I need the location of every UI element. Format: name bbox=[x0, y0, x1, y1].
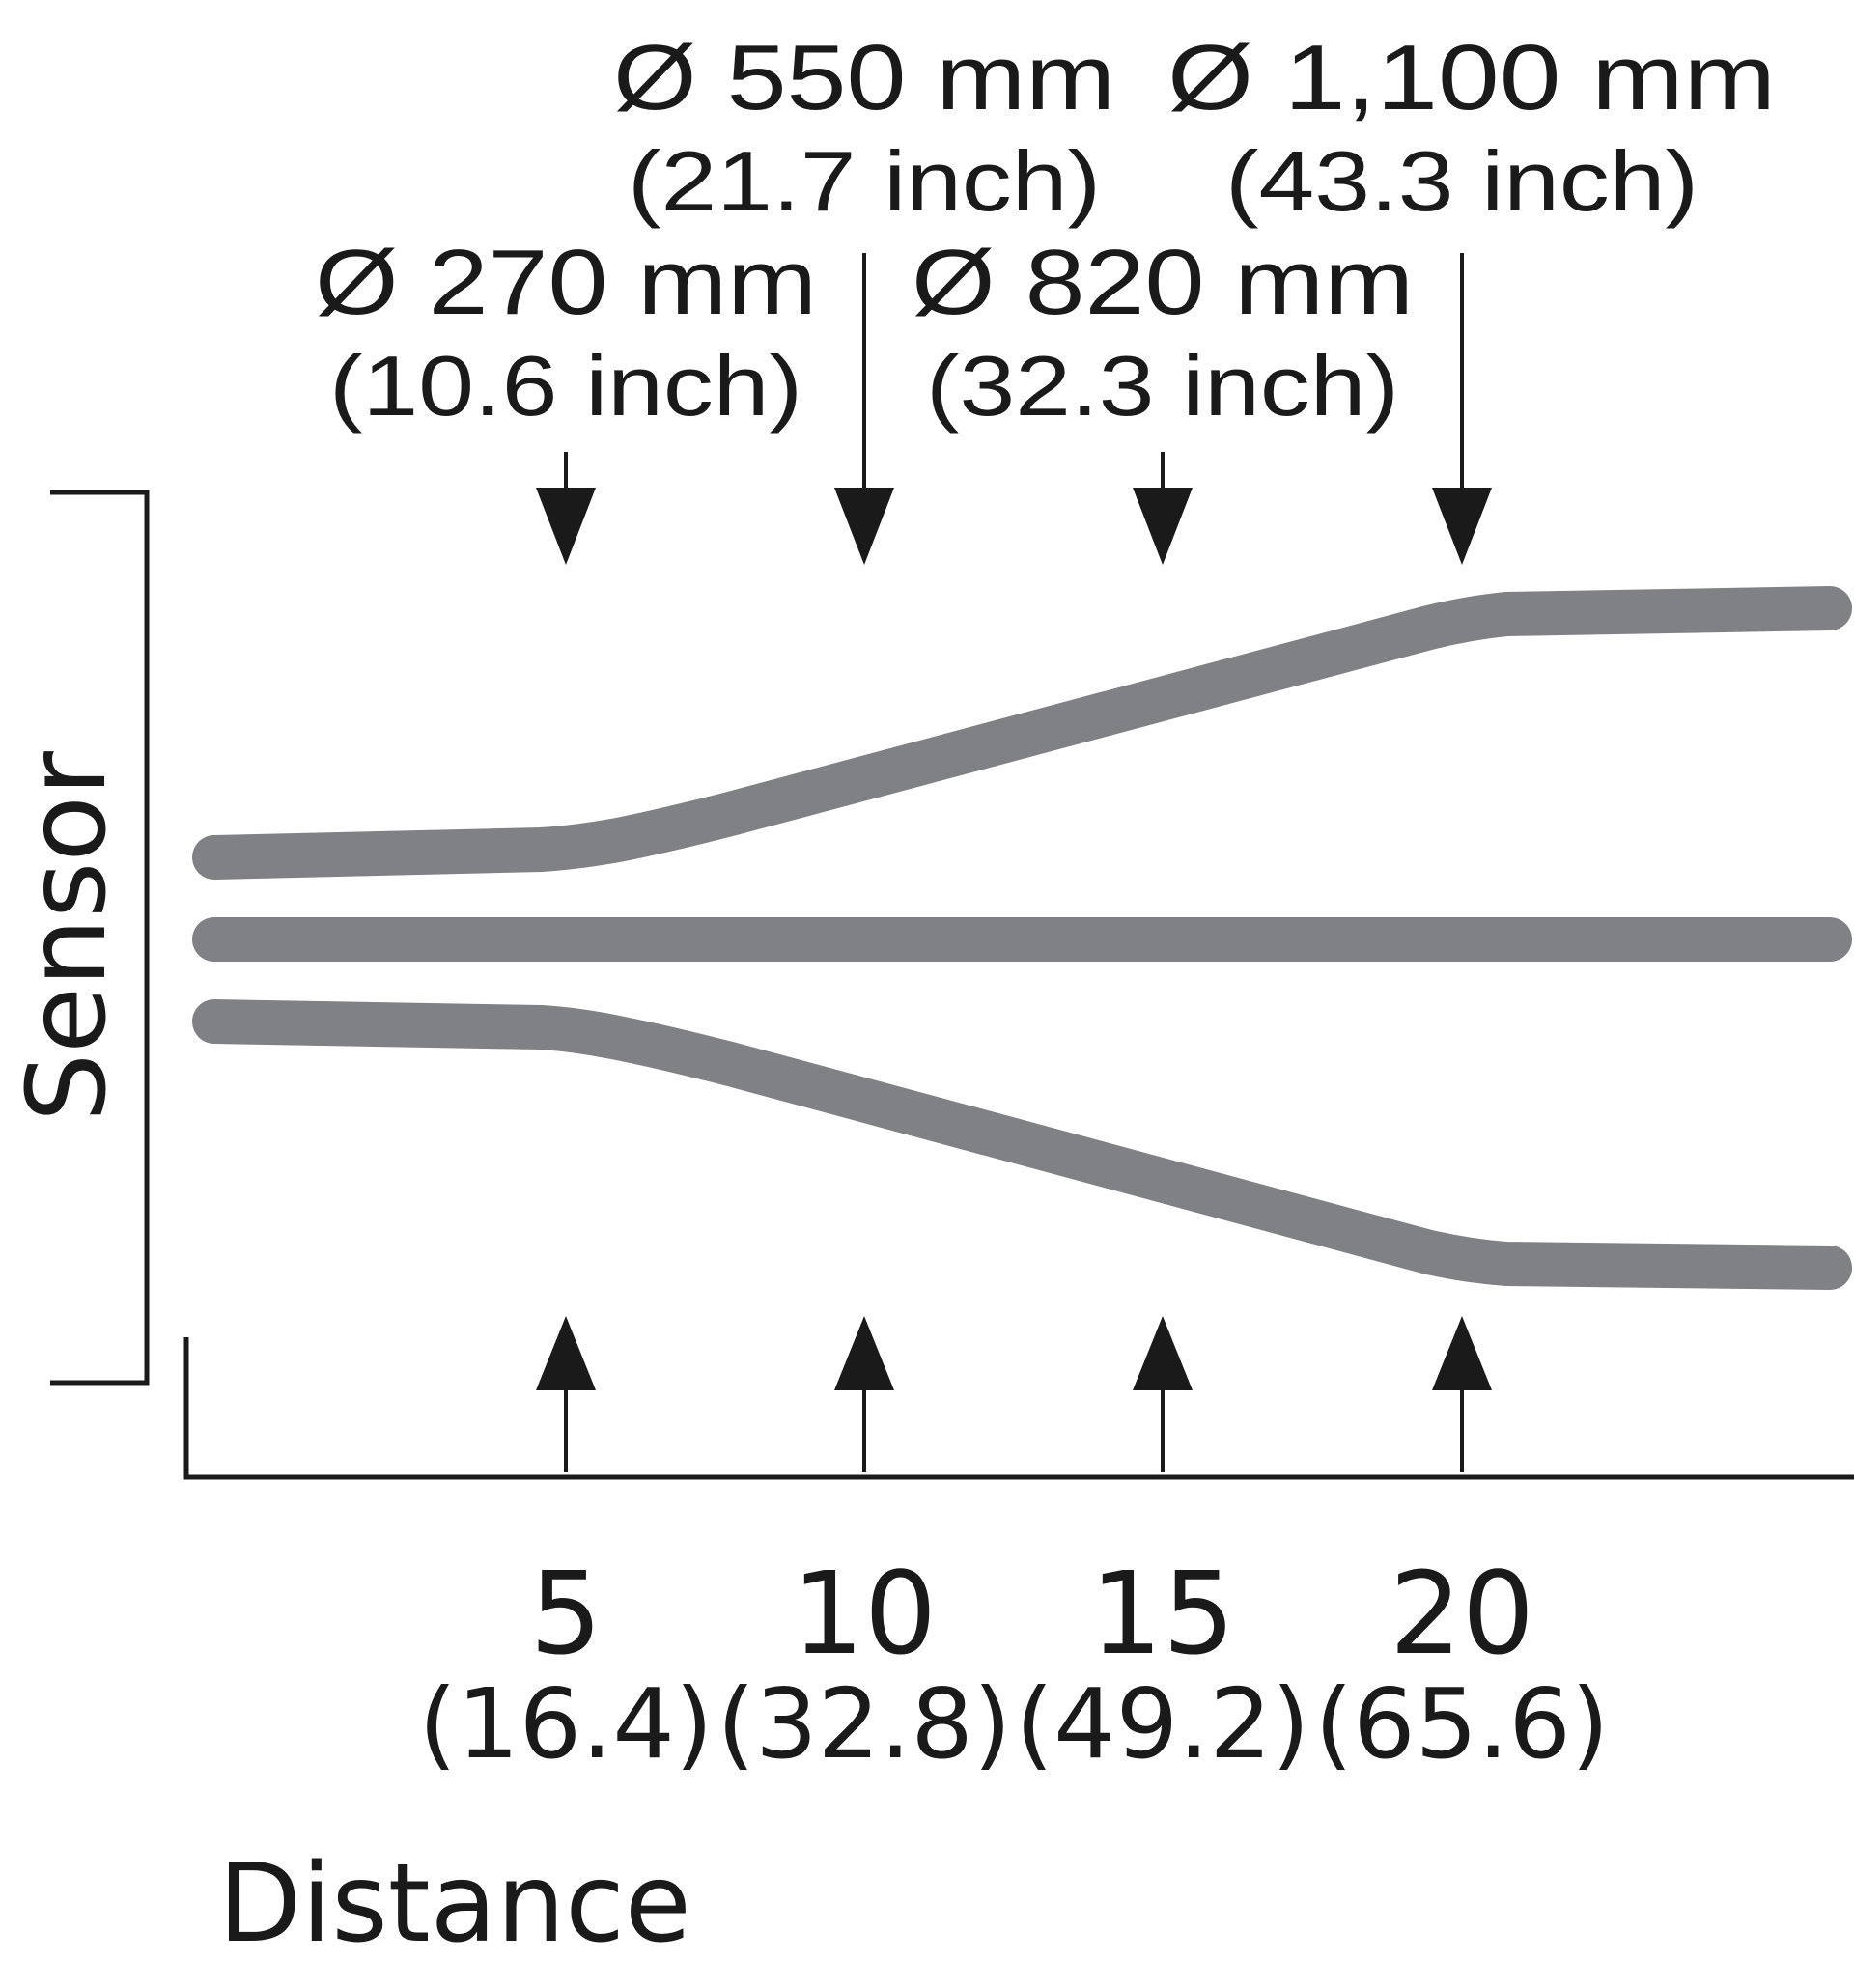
distance-alt-label-1: (16.4) bbox=[419, 1667, 714, 1780]
diameter-alt-label-4: (43.3 inch) bbox=[1225, 133, 1699, 229]
beam-upper-edge bbox=[192, 586, 1852, 880]
diameter-label-3: Ø 820 mm bbox=[912, 231, 1414, 334]
distance-label-4: 20 bbox=[1390, 1547, 1534, 1680]
sensor-label: Sensor bbox=[5, 750, 130, 1122]
distance-labels: 5 (16.4) 10 (32.8) 15 (49.2) 20 (65.6) bbox=[419, 1547, 1610, 1780]
diameter-arrow-head-3 bbox=[1133, 488, 1193, 565]
distance-arrow-head-2 bbox=[834, 1316, 894, 1390]
distance-alt-label-4: (65.6) bbox=[1315, 1667, 1610, 1780]
distance-axis bbox=[183, 1337, 1854, 1480]
distance-alt-label-2: (32.8) bbox=[717, 1667, 1012, 1780]
distance-arrow-head-4 bbox=[1432, 1316, 1492, 1390]
distance-label-2: 10 bbox=[792, 1547, 937, 1680]
distance-arrow-head-1 bbox=[536, 1316, 596, 1390]
diameter-alt-label-2: (21.7 inch) bbox=[628, 133, 1101, 229]
diameter-alt-label-3: (32.3 inch) bbox=[926, 338, 1399, 434]
distance-alt-label-3: (49.2) bbox=[1016, 1667, 1310, 1780]
diameter-arrows bbox=[536, 253, 1492, 565]
distance-arrows bbox=[536, 1316, 1492, 1472]
diameter-labels: Ø 270 mm (10.6 inch) Ø 550 mm (21.7 inch… bbox=[315, 26, 1776, 434]
sensor-bracket bbox=[50, 490, 150, 1386]
distance-arrow-head-3 bbox=[1133, 1316, 1193, 1390]
distance-label-3: 15 bbox=[1090, 1547, 1235, 1680]
distance-axis-label: Distance bbox=[218, 1841, 691, 1967]
beam-lower-edge bbox=[192, 999, 1852, 1290]
beam bbox=[192, 586, 1852, 1290]
diameter-label-2: Ø 550 mm bbox=[613, 26, 1115, 129]
diameter-arrow-head-1 bbox=[536, 488, 596, 565]
diameter-arrow-head-4 bbox=[1432, 488, 1492, 565]
diameter-alt-label-1: (10.6 inch) bbox=[329, 338, 802, 434]
diameter-label-4: Ø 1,100 mm bbox=[1167, 26, 1776, 129]
diameter-label-1: Ø 270 mm bbox=[315, 231, 817, 334]
diameter-arrow-head-2 bbox=[834, 488, 894, 565]
distance-label-1: 5 bbox=[529, 1547, 602, 1680]
